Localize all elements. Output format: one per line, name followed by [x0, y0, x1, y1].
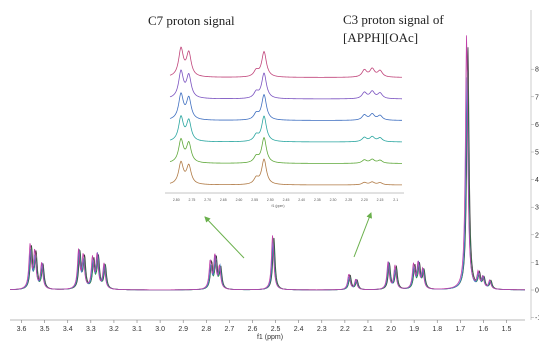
annotation-c3-line1: C3 proton signal of: [343, 12, 444, 27]
spectrum-trace: [9, 72, 526, 291]
inset-tick-label: 2.60: [236, 198, 243, 202]
x-tick-label: 2.6: [248, 326, 258, 333]
x-tick-label: 3.6: [17, 326, 27, 333]
annotation-c7: C7 proton signal: [148, 13, 235, 28]
y-tick-label: 6: [535, 122, 539, 129]
x-tick-label: 2.8: [201, 326, 211, 333]
inset-stacked-traces: [169, 46, 402, 186]
inset-tick-label: 2.15: [377, 198, 384, 202]
x-tick-label: 2.3: [317, 326, 327, 333]
y-tick-label: 7: [535, 94, 539, 101]
x-tick-label: 1.9: [409, 326, 419, 333]
inset-tick-label: 2.45: [283, 198, 290, 202]
arrow-c3: [353, 212, 372, 258]
x-tick-label: 3.2: [109, 326, 119, 333]
x-tick-label: 3.0: [155, 326, 165, 333]
x-axis-label: f1 (ppm): [257, 334, 283, 341]
inset-tick-label: 2.55: [251, 198, 258, 202]
x-tick-label: 3.5: [40, 326, 50, 333]
x-tick-label: 2.1: [363, 326, 373, 333]
inset-trace: [169, 92, 402, 121]
x-tick-label: 1.6: [479, 326, 489, 333]
inset-tick-label: 2.80: [173, 198, 180, 202]
x-tick-label: 1.8: [432, 326, 442, 333]
y-tick-label: 5: [535, 150, 539, 157]
inset-trace: [169, 114, 402, 143]
x-tick-label: 3.1: [132, 326, 142, 333]
inset-x-axis-ticks: 2.80 2.75 2.70 2.65 2.60 2.55 2.50 2.45 2.40 2.35…: [173, 198, 398, 202]
spectrum-trace: [9, 35, 525, 291]
arrow-c7: [204, 216, 245, 259]
inset-tick-label: 2.40: [298, 198, 305, 202]
y-tick-label: 2: [535, 232, 539, 239]
main-spectrum-traces: [9, 35, 526, 291]
x-tick-label: 2.2: [340, 326, 350, 333]
inset-tick-label: 2.25: [345, 198, 352, 202]
y-tick-label: -1: [535, 315, 539, 322]
inset-tick-label: 2.75: [189, 198, 196, 202]
inset-tick-label: 2.70: [204, 198, 211, 202]
inset-tick-label: 2.30: [330, 198, 337, 202]
inset-tick-label: 2.50: [267, 198, 274, 202]
y-tick-label: 0: [535, 288, 539, 295]
x-tick-label: 1.7: [455, 326, 465, 333]
inset-tick-label: 2.35: [314, 198, 321, 202]
x-tick-label: 1.5: [502, 326, 512, 333]
inset-trace: [169, 69, 402, 100]
inset-trace: [169, 136, 402, 164]
x-axis-ticks: 3.6 3.5 3.4 3.3 3.2 3.1 3.0 2.9 2.8 2.7 2.6 2.5 2.4 2…: [17, 320, 512, 333]
x-tick-label: 2.5: [271, 326, 281, 333]
inset-zoom-panel: 2.80 2.75 2.70 2.65 2.60 2.55 2.50 2.45 2.40 2.35…: [165, 46, 404, 208]
x-tick-label: 3.4: [63, 326, 73, 333]
x-tick-label: 2.9: [178, 326, 188, 333]
y-tick-label: 4: [535, 177, 539, 184]
inset-trace: [169, 46, 402, 78]
x-tick-label: 3.3: [86, 326, 96, 333]
y-tick-label: 3: [535, 205, 539, 212]
annotation-c3-line2: [APPH][OAc]: [343, 30, 418, 45]
x-tick-label: 2.0: [386, 326, 396, 333]
inset-tick-label: 2.65: [220, 198, 227, 202]
inset-x-axis-label: f1 (ppm): [271, 204, 284, 208]
y-tick-label: 1: [535, 260, 539, 267]
x-tick-label: 2.4: [294, 326, 304, 333]
y-axis-ticks: -1 0 1 2 3 4 5 6 7 8: [531, 67, 539, 322]
spectrum-trace: [9, 47, 525, 291]
y-tick-label: 8: [535, 67, 539, 74]
inset-tick-label: 2.1: [393, 198, 398, 202]
inset-tick-label: 2.20: [361, 198, 368, 202]
inset-trace: [169, 158, 402, 186]
x-tick-label: 2.7: [225, 326, 235, 333]
